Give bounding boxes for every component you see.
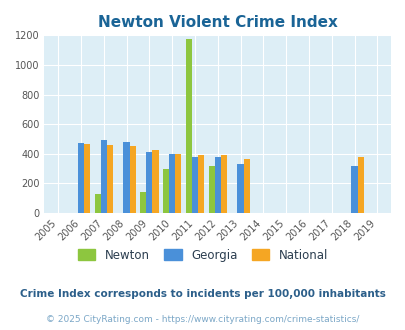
Legend: Newton, Georgia, National: Newton, Georgia, National — [73, 244, 332, 266]
Bar — [208, 166, 214, 213]
Bar — [152, 150, 158, 213]
Bar — [237, 164, 243, 213]
Bar — [192, 157, 198, 213]
Bar — [146, 151, 152, 213]
Bar — [140, 192, 146, 213]
Text: © 2025 CityRating.com - https://www.cityrating.com/crime-statistics/: © 2025 CityRating.com - https://www.city… — [46, 315, 359, 324]
Bar — [214, 157, 220, 213]
Bar — [351, 166, 357, 213]
Bar — [94, 194, 100, 213]
Bar — [175, 154, 181, 213]
Bar — [78, 144, 84, 213]
Text: Crime Index corresponds to incidents per 100,000 inhabitants: Crime Index corresponds to incidents per… — [20, 289, 385, 299]
Bar — [84, 144, 90, 213]
Bar — [357, 157, 363, 213]
Bar — [129, 146, 135, 213]
Bar — [185, 39, 192, 213]
Bar — [107, 145, 113, 213]
Bar — [168, 154, 175, 213]
Bar — [100, 140, 107, 213]
Title: Newton Violent Crime Index: Newton Violent Crime Index — [98, 15, 337, 30]
Bar — [243, 159, 249, 213]
Bar — [123, 142, 129, 213]
Bar — [198, 155, 204, 213]
Bar — [220, 155, 226, 213]
Bar — [162, 169, 168, 213]
